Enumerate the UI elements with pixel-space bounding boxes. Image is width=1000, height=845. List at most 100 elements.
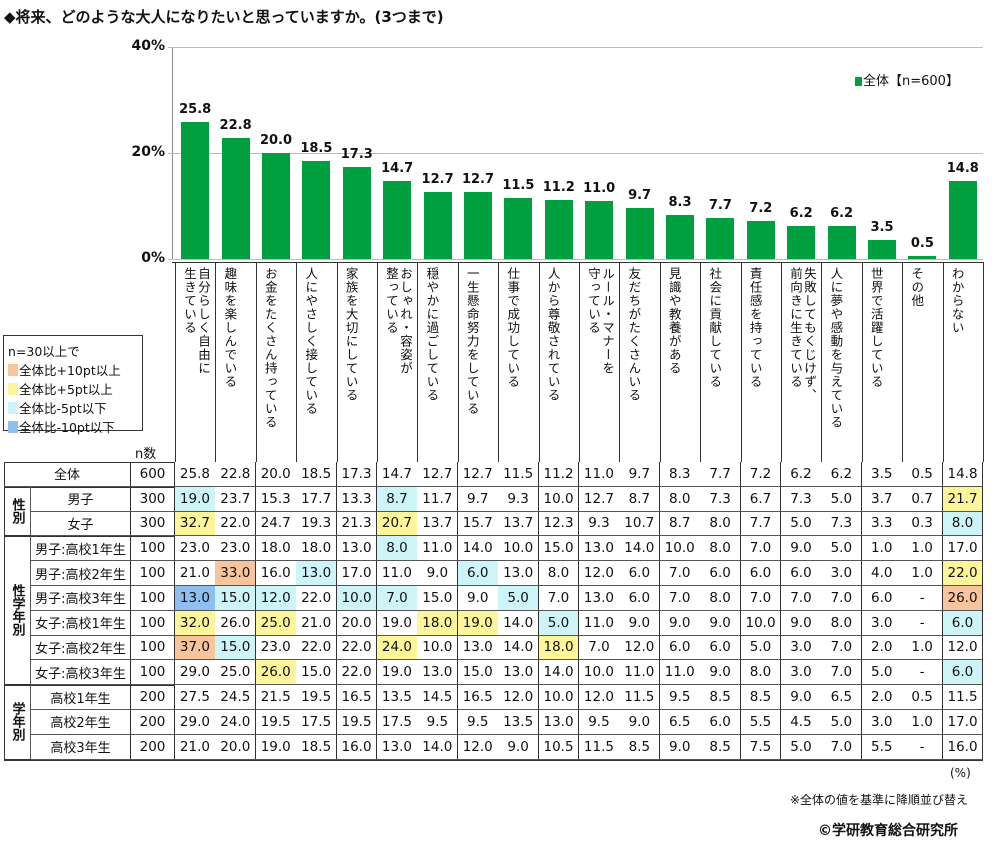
bar xyxy=(504,198,533,259)
table-cell: 16.5 xyxy=(457,685,499,710)
table-cell: 8.0 xyxy=(700,536,742,562)
table-cell: 23.0 xyxy=(175,536,216,562)
bar-value-label: 12.7 xyxy=(461,171,495,187)
table-cell: 7.0 xyxy=(740,586,782,611)
table-cell: 7.0 xyxy=(821,635,863,661)
table-cell: 9.0 xyxy=(781,685,822,710)
table-cell: 20.0 xyxy=(255,462,297,487)
category-label: 穏やかに過ごしている xyxy=(424,267,440,402)
table-cell: 13.3 xyxy=(336,486,378,512)
table-cell: 6.7 xyxy=(740,486,782,512)
y-tick-label: 0% xyxy=(141,250,165,266)
table-cell: 16.0 xyxy=(942,734,984,760)
table-cell: 10.7 xyxy=(619,511,661,537)
gridline xyxy=(168,153,983,154)
table-cell: 19.0 xyxy=(255,734,297,760)
table-cell: 25.8 xyxy=(175,462,216,487)
table-cell: 6.0 xyxy=(700,710,742,735)
category-column-divider xyxy=(781,262,782,462)
bar xyxy=(666,215,694,259)
table-cell: 3.3 xyxy=(861,511,903,537)
table-cell: 3.0 xyxy=(861,610,903,636)
table-cell: 14.7 xyxy=(377,462,418,487)
table-cell: 13.0 xyxy=(417,660,459,686)
table-cell: 25.0 xyxy=(255,610,297,636)
table-cell: 11.0 xyxy=(659,660,701,686)
bar-value-label: 3.5 xyxy=(870,220,894,236)
highlight-legend-item: 全体比-10pt以下 xyxy=(8,418,138,437)
legend-swatch xyxy=(8,402,18,414)
category-label: 人にやさしく接している xyxy=(303,267,319,416)
category-label: 人に夢や感動を与えている xyxy=(828,267,844,429)
legend-swatch xyxy=(8,364,18,376)
table-cell: 9.5 xyxy=(579,710,620,735)
table-cell: 25.0 xyxy=(215,660,257,686)
table-cell: 8.5 xyxy=(619,734,661,760)
row-n: 100 xyxy=(131,610,175,636)
bar-value-label: 22.8 xyxy=(219,118,252,134)
category-label: 家族を大切にしている xyxy=(343,267,359,402)
table-cell: 6.0 xyxy=(659,635,701,661)
table-cell: 21.0 xyxy=(296,610,338,636)
table-cell: 10.0 xyxy=(659,536,701,562)
table-cell: 5.0 xyxy=(538,610,580,636)
bar xyxy=(464,191,492,259)
category-label: 人から尊敬されている xyxy=(545,267,561,402)
row-n: 100 xyxy=(131,635,175,661)
table-cell: 5.5 xyxy=(740,710,782,735)
table-cell: 13.0 xyxy=(498,660,540,686)
category-column-divider xyxy=(983,262,984,462)
category-label: 友だちがたくさんいる xyxy=(626,267,642,402)
bar xyxy=(221,138,250,259)
table-cell: 17.0 xyxy=(336,561,378,586)
table-cell: 15.0 xyxy=(457,660,499,686)
sort-note: ※全体の値を基準に降順並び替え xyxy=(790,793,969,807)
table-cell: 3.0 xyxy=(861,710,903,735)
legend-swatch-overall xyxy=(855,77,862,86)
legend-label: 全体比-5pt以下 xyxy=(19,401,107,416)
y-tick-label: 20% xyxy=(131,144,165,160)
table-cell: 8.0 xyxy=(700,586,742,611)
table-cell: 21.5 xyxy=(255,685,297,710)
row-n: 200 xyxy=(131,710,175,735)
n-header: n数 xyxy=(135,447,157,462)
table-cell: 7.0 xyxy=(821,734,863,760)
category-column-divider xyxy=(902,262,904,462)
row-label: 女子:高校3年生 xyxy=(31,660,131,686)
row-label: 男子 xyxy=(31,486,131,512)
table-cell: 19.5 xyxy=(255,710,297,735)
table-cell: 13.0 xyxy=(175,586,216,611)
bar xyxy=(302,160,331,259)
table-cell: 8.7 xyxy=(619,486,661,512)
legend-label-overall: 全体【n=600】 xyxy=(863,74,959,89)
category-column-divider xyxy=(255,262,257,462)
bar-value-label: 20.0 xyxy=(259,133,293,148)
table-cell: 22.0 xyxy=(942,561,984,586)
table-cell: 7.0 xyxy=(579,635,620,661)
table-cell: 4.5 xyxy=(781,710,822,735)
category-column-divider xyxy=(215,262,217,462)
category-column-divider xyxy=(821,262,823,462)
row-n: 100 xyxy=(131,561,175,586)
table-cell: 14.5 xyxy=(417,685,459,710)
table-cell: 7.3 xyxy=(821,511,863,537)
table-cell: 13.0 xyxy=(336,536,378,562)
table-cell: 8.5 xyxy=(740,685,782,710)
table-cell: 23.0 xyxy=(255,635,297,661)
table-cell: 37.0 xyxy=(175,635,216,661)
table-cell: 2.0 xyxy=(861,635,903,661)
table-cell: 19.0 xyxy=(377,660,418,686)
category-label: 責任感を持っている xyxy=(747,267,763,389)
table-cell: 9.0 xyxy=(457,586,499,611)
bar-value-label: 11.5 xyxy=(502,178,535,194)
legend-label: 全体比+10pt以上 xyxy=(19,363,121,378)
table-cell: 12.0 xyxy=(457,734,499,760)
bar xyxy=(706,218,735,259)
group-label: 性別 xyxy=(4,486,31,537)
table-cell: 7.0 xyxy=(538,586,580,611)
table-cell: 16.0 xyxy=(336,734,378,760)
table-cell: 14.0 xyxy=(538,660,580,686)
highlight-legend-item: 全体比+10pt以上 xyxy=(8,361,138,380)
table-cell: 7.0 xyxy=(659,561,701,586)
table-cell: 22.0 xyxy=(296,635,338,661)
